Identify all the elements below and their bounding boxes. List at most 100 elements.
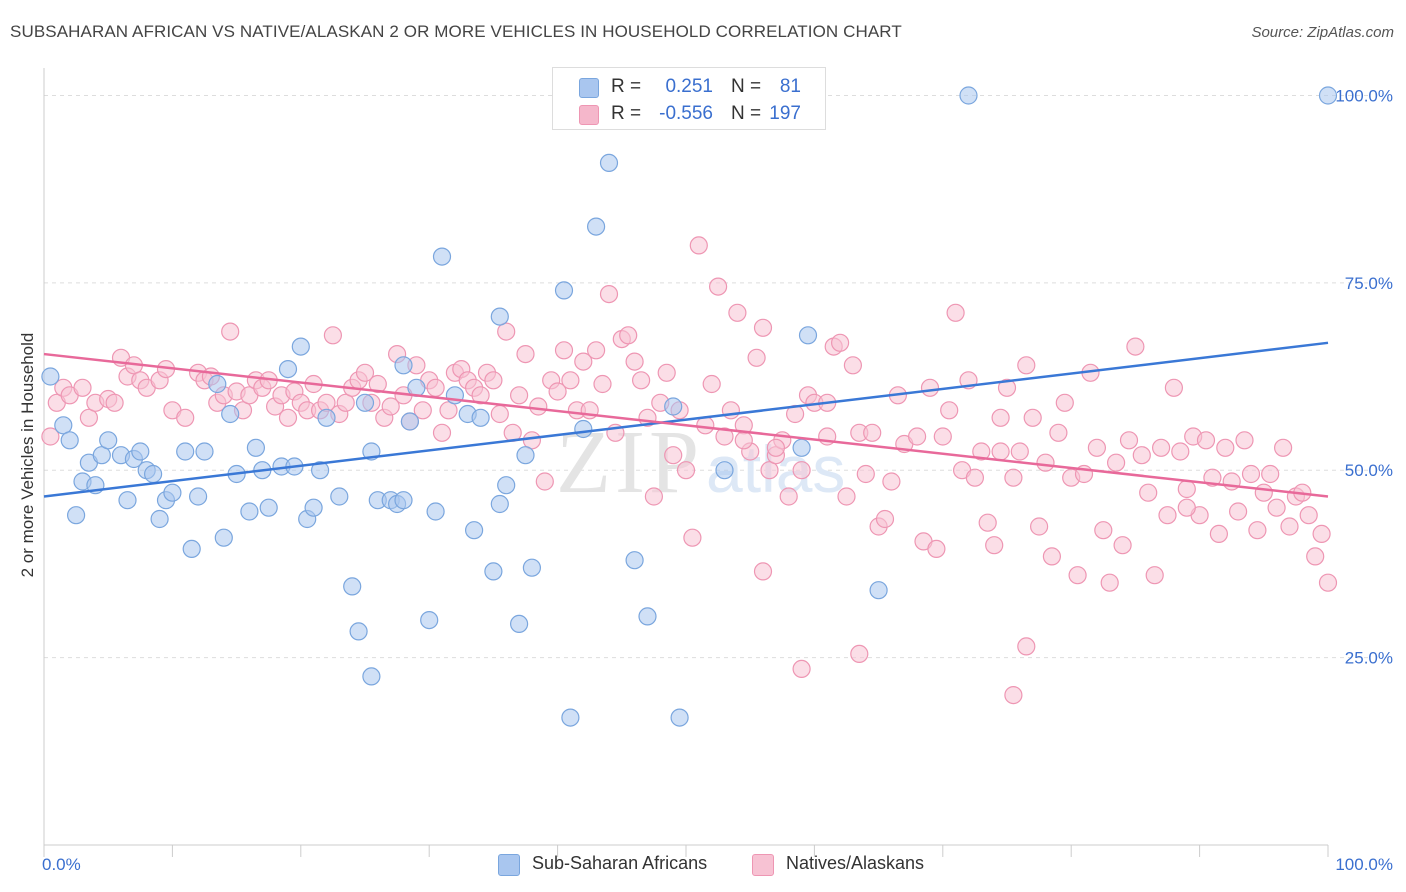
data-point <box>1158 506 1177 525</box>
data-point <box>985 536 1004 555</box>
data-point <box>747 348 766 367</box>
data-point <box>561 371 580 390</box>
trend-line-sub-saharan-africans <box>43 341 1329 498</box>
data-point <box>991 442 1010 461</box>
data-point <box>869 581 888 600</box>
data-point <box>368 374 387 394</box>
data-point <box>131 442 150 461</box>
data-point <box>426 378 445 397</box>
axes <box>43 68 1329 857</box>
data-point <box>753 562 773 581</box>
data-point <box>1017 356 1036 375</box>
data-point <box>41 427 60 446</box>
data-point <box>336 393 355 412</box>
series-legend: Sub-Saharan Africans Natives/Alaskans <box>0 852 1406 876</box>
r-label: R = <box>611 103 642 124</box>
data-point <box>574 352 593 371</box>
data-point <box>118 491 137 510</box>
data-point <box>1113 536 1132 555</box>
data-point <box>946 303 965 322</box>
data-point <box>972 442 991 461</box>
data-point <box>278 360 298 379</box>
swatch-blue <box>579 78 599 98</box>
data-point <box>484 371 503 390</box>
data-point <box>1126 337 1145 356</box>
data-point <box>362 667 381 686</box>
trend-line-natives-alaskans <box>43 352 1329 498</box>
data-point <box>311 461 330 480</box>
data-point <box>73 378 92 397</box>
data-point <box>753 318 773 337</box>
n-label: N = <box>731 103 762 124</box>
data-point <box>734 431 753 450</box>
data-point <box>586 341 606 360</box>
data-point <box>1151 438 1171 457</box>
data-point <box>586 217 606 236</box>
legend-label: Natives/Alaskans <box>786 853 925 873</box>
data-point <box>150 509 169 529</box>
n-value: 81 <box>779 76 801 97</box>
data-point <box>1132 446 1151 465</box>
data-point <box>1055 393 1074 412</box>
data-point <box>548 382 567 401</box>
data-point <box>41 367 60 386</box>
data-point <box>1261 464 1280 484</box>
data-point <box>1087 438 1107 457</box>
data-point <box>1318 573 1338 592</box>
data-point <box>1010 442 1029 461</box>
data-point <box>1042 547 1062 566</box>
data-point <box>1068 566 1087 585</box>
data-point <box>291 337 310 356</box>
data-point <box>907 427 927 446</box>
data-point <box>593 374 612 394</box>
data-point <box>696 416 715 435</box>
stats-row-blue: R = 0.251 N = 81 <box>553 74 825 100</box>
data-point <box>54 416 73 435</box>
data-point <box>355 363 375 382</box>
data-point <box>664 397 683 416</box>
data-point <box>1248 521 1267 540</box>
data-point <box>644 487 664 506</box>
data-point <box>432 423 452 442</box>
data-point <box>195 442 214 461</box>
data-point <box>471 408 490 427</box>
data-point <box>1235 431 1254 450</box>
data-point <box>1171 442 1190 461</box>
data-point <box>850 644 869 664</box>
data-point <box>1196 431 1216 450</box>
data-point <box>779 487 798 506</box>
data-point <box>875 509 895 529</box>
data-point <box>1145 566 1164 585</box>
y-tick-label: 100.0% <box>1335 86 1393 105</box>
data-point <box>304 498 323 517</box>
data-point <box>176 408 195 427</box>
data-point <box>619 326 638 345</box>
data-point <box>721 401 741 420</box>
data-point <box>1318 86 1338 105</box>
data-point <box>221 404 240 424</box>
y-tick-label: 25.0% <box>1345 649 1393 668</box>
data-point <box>933 427 952 446</box>
data-point <box>497 476 516 495</box>
data-point <box>60 431 79 450</box>
data-point <box>1280 517 1299 536</box>
data-point <box>625 352 644 371</box>
data-point <box>683 528 702 547</box>
data-point <box>997 378 1017 397</box>
trend-lines <box>43 341 1329 498</box>
data-point <box>1209 524 1229 544</box>
data-point <box>978 513 997 532</box>
n-label: N = <box>731 76 762 97</box>
r-value: 0.251 <box>665 76 713 97</box>
data-point <box>1241 464 1261 484</box>
data-point <box>509 386 529 405</box>
swatch-pink <box>579 105 599 125</box>
data-point <box>182 539 201 559</box>
data-point <box>99 431 118 450</box>
data-point <box>208 374 227 394</box>
data-point <box>1004 468 1023 487</box>
data-point <box>343 577 362 596</box>
data-point <box>529 397 548 416</box>
data-point <box>554 341 574 360</box>
